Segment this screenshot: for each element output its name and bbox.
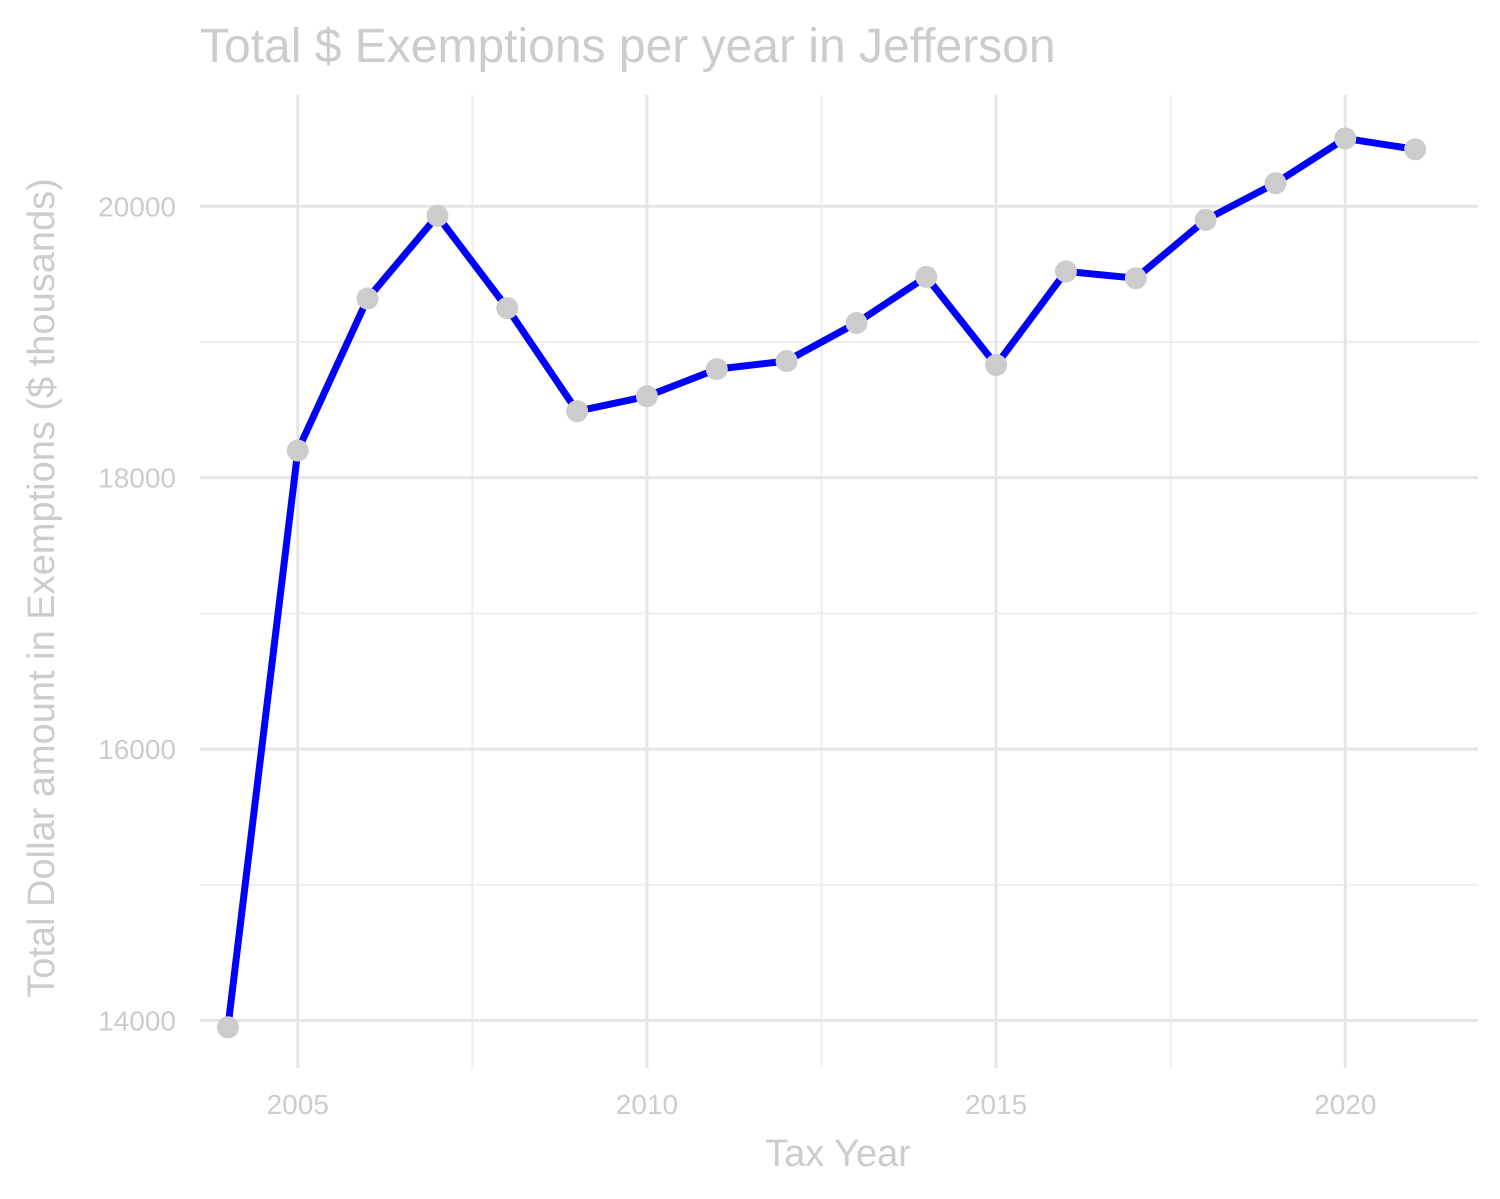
data-point [216,1016,239,1039]
y-tick-labels: 14000 16000 18000 20000 [98,191,176,1036]
y-tick-label: 16000 [98,734,176,765]
x-tick-label: 2010 [616,1089,678,1120]
x-tick-label: 2015 [965,1089,1027,1120]
y-tick-label: 20000 [98,191,176,222]
data-point [1404,138,1427,161]
x-tick-label: 2005 [267,1089,329,1120]
data-point [286,439,309,462]
grid-lines [200,95,1478,1068]
data-point [356,287,379,310]
data-point [635,385,658,408]
data-point [1124,267,1147,290]
x-axis-title: Tax Year [765,1133,911,1175]
data-point [705,358,728,381]
data-point [1264,172,1287,195]
data-point [1194,208,1217,231]
y-tick-label: 18000 [98,463,176,494]
data-point [1054,260,1077,283]
data-point [985,354,1008,377]
data-point [915,265,938,288]
chart-title: Total $ Exemptions per year in Jefferson [200,20,1056,73]
data-point [1334,127,1357,150]
y-tick-label: 14000 [98,1006,176,1037]
data-point [775,349,798,372]
data-point [426,204,449,227]
x-tick-label: 2020 [1314,1089,1376,1120]
y-axis-title: Total Dollar amount in Exemptions ($ tho… [21,178,63,998]
data-point [496,297,519,320]
series-group [216,127,1427,1039]
series-line [224,134,1419,1031]
data-point [566,400,589,423]
data-point [845,311,868,334]
x-tick-labels: 2005 2010 2015 2020 [267,1089,1377,1120]
